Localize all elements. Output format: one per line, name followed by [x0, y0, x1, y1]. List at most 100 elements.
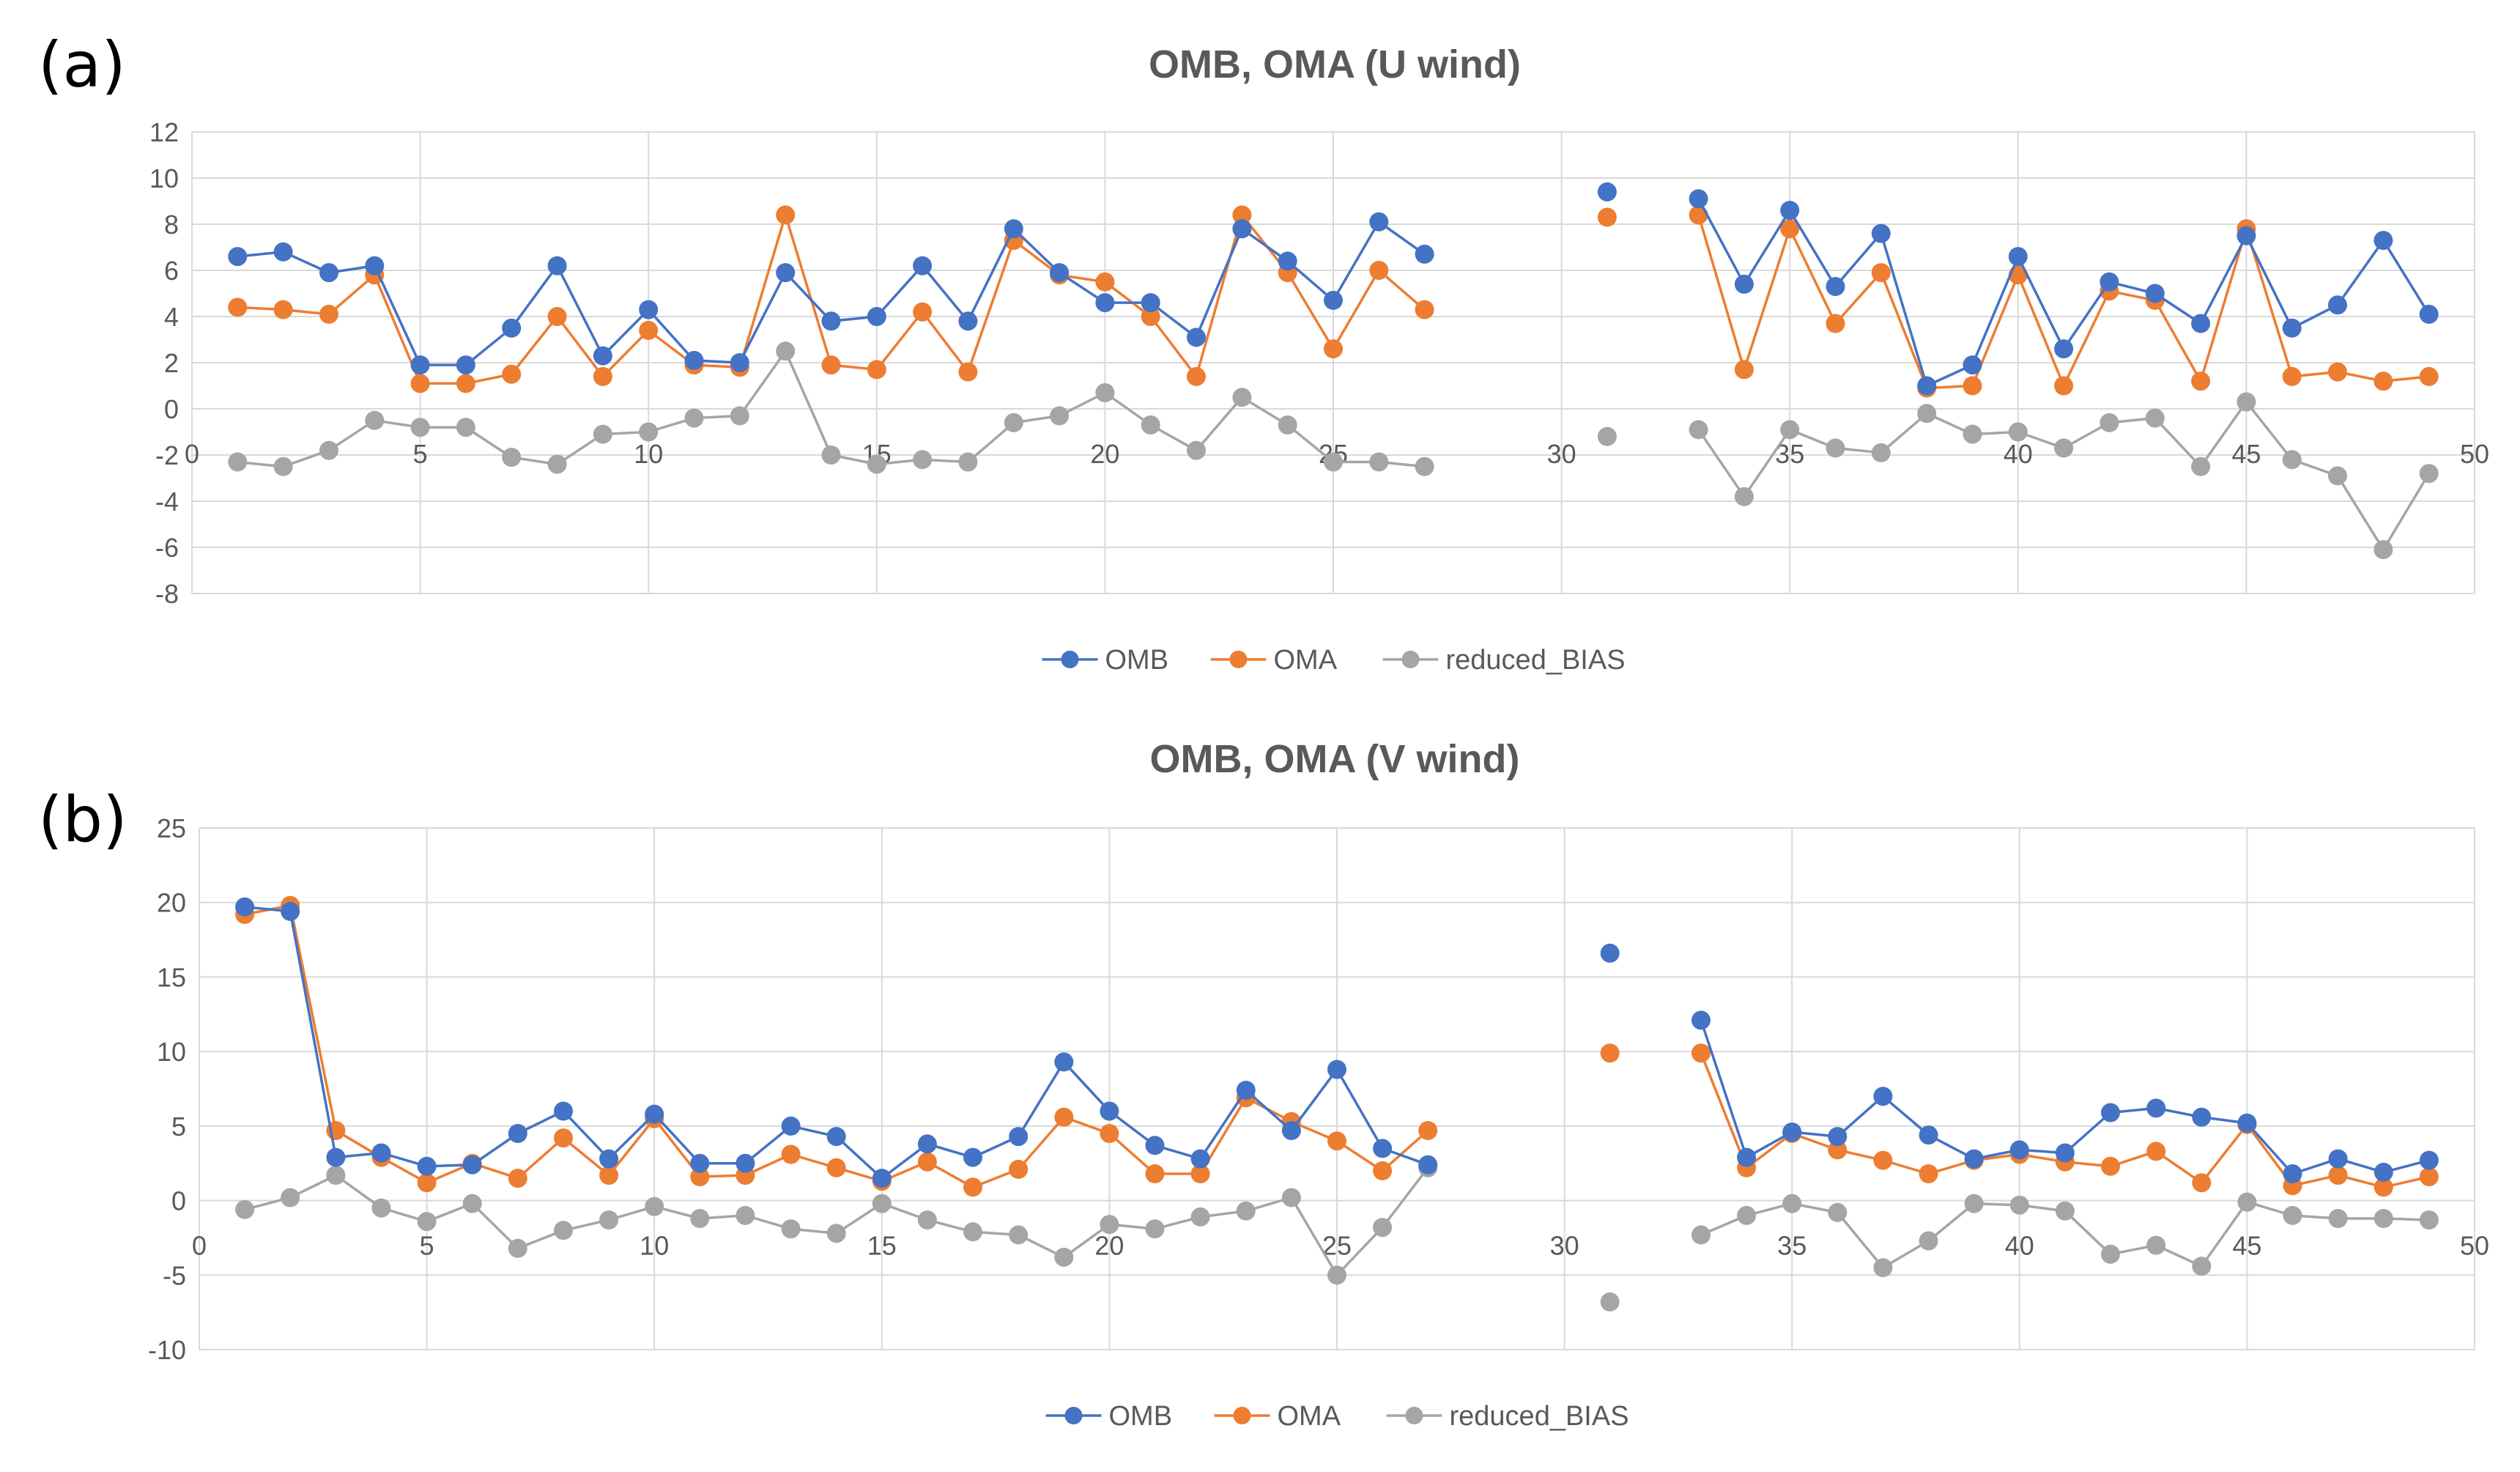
data-point-omb — [365, 256, 385, 275]
legend-marker — [1405, 1407, 1423, 1424]
data-point-oma — [781, 1144, 801, 1164]
data-point-reduced-bias — [1324, 452, 1343, 472]
data-point-oma — [410, 374, 430, 393]
data-point-oma — [2419, 366, 2439, 386]
x-tick-label: 0 — [185, 439, 199, 469]
data-point-reduced-bias — [319, 440, 338, 460]
data-point-reduced-bias — [462, 1194, 482, 1213]
data-point-reduced-bias — [2282, 450, 2302, 470]
legend-marker — [1229, 651, 1248, 668]
data-point-omb — [1190, 1149, 1210, 1169]
data-point-reduced-bias — [1828, 1202, 1848, 1222]
y-tick-labels: -8 -6 -4 -2 0 2 4 6 8 10 12 — [149, 117, 179, 609]
legend: OMB OMA reduced_BIAS — [1045, 1401, 1629, 1432]
data-point-reduced-bias — [690, 1209, 710, 1228]
legend-marker — [1061, 651, 1079, 668]
data-point-oma — [273, 300, 293, 319]
data-point-reduced-bias — [365, 410, 385, 430]
data-point-oma — [2101, 1156, 2120, 1176]
series-reduced-bias — [235, 1158, 2439, 1312]
data-point-reduced-bias — [2101, 1244, 2120, 1264]
data-point-oma — [913, 302, 933, 322]
legend: OMB OMA reduced_BIAS — [1042, 645, 1626, 676]
data-point-reduced-bias — [1281, 1188, 1301, 1207]
data-point-reduced-bias — [1873, 1258, 1893, 1278]
series-reduced-bias — [228, 341, 2439, 560]
data-point-reduced-bias — [1919, 1231, 1938, 1251]
data-point-omb — [417, 1156, 437, 1176]
data-point-reduced-bias — [2237, 1192, 2257, 1212]
data-point-omb — [1054, 1052, 1074, 1072]
data-point-omb — [1281, 1121, 1301, 1140]
data-point-omb — [735, 1153, 755, 1173]
data-point-reduced-bias — [235, 1199, 255, 1219]
legend-label: reduced_BIAS — [1450, 1401, 1629, 1432]
data-point-omb — [1236, 1081, 1256, 1100]
data-point-oma — [1369, 261, 1389, 280]
data-point-reduced-bias — [273, 456, 293, 476]
data-point-reduced-bias — [508, 1238, 527, 1258]
y-tick-labels: -10 -5 0 5 10 15 20 25 — [148, 813, 186, 1365]
x-tick-label: 5 — [413, 439, 428, 469]
data-point-reduced-bias — [1734, 487, 1754, 506]
data-point-reduced-bias — [2191, 456, 2211, 476]
data-point-reduced-bias — [1871, 443, 1891, 462]
data-point-oma — [958, 362, 978, 382]
data-point-omb — [281, 901, 300, 921]
data-point-omb — [1004, 219, 1023, 239]
data-point-reduced-bias — [2373, 1209, 2393, 1228]
data-point-omb — [963, 1147, 982, 1167]
data-point-reduced-bias — [1963, 424, 1982, 444]
data-point-oma — [2146, 1142, 2166, 1161]
data-point-reduced-bias — [821, 445, 841, 465]
y-tick-label: 2 — [164, 348, 179, 378]
data-point-omb — [371, 1143, 391, 1163]
data-point-omb — [2008, 247, 2028, 267]
data-point-oma — [1600, 1043, 1620, 1063]
data-point-omb — [1919, 1125, 1938, 1145]
data-point-omb — [1369, 212, 1389, 232]
data-point-omb — [554, 1101, 573, 1121]
y-tick-label: -4 — [155, 487, 179, 517]
panel-label-b: (b) — [38, 783, 127, 857]
x-tick-label: 10 — [634, 439, 663, 469]
data-point-omb — [2283, 1164, 2302, 1183]
data-point-omb — [547, 256, 567, 275]
data-point-reduced-bias — [963, 1222, 982, 1242]
chart-title-u-wind: OMB, OMA (U wind) — [1149, 42, 1521, 86]
x-tick-label: 50 — [2460, 1231, 2489, 1261]
data-point-omb — [1826, 277, 1845, 296]
x-tick-labels: 0 5 10 15 20 25 30 35 40 45 50 — [192, 1231, 2489, 1261]
y-tick-label: 10 — [157, 1037, 186, 1067]
y-tick-label: 10 — [149, 163, 179, 193]
y-tick-label: -5 — [163, 1260, 186, 1290]
data-point-reduced-bias — [2055, 1201, 2075, 1221]
data-point-reduced-bias — [2100, 413, 2119, 432]
y-tick-label: 15 — [157, 962, 186, 992]
data-point-omb — [2419, 1150, 2439, 1170]
data-point-oma — [1691, 1043, 1711, 1063]
data-point-oma — [502, 364, 522, 384]
data-point-reduced-bias — [730, 406, 749, 426]
data-point-reduced-bias — [2328, 1209, 2348, 1228]
data-point-oma — [417, 1173, 437, 1193]
data-point-omb — [1141, 293, 1160, 313]
data-point-omb — [326, 1147, 346, 1167]
data-point-omb — [2192, 1107, 2212, 1127]
data-point-oma — [1009, 1159, 1029, 1179]
x-tick-label: 40 — [2004, 439, 2033, 469]
y-tick-label: 12 — [149, 117, 179, 147]
panel-label-a: (a) — [38, 29, 126, 102]
data-point-oma — [547, 307, 567, 326]
data-point-oma — [1100, 1124, 1119, 1143]
data-point-reduced-bias — [2283, 1205, 2302, 1225]
data-point-oma — [1871, 263, 1891, 283]
data-point-reduced-bias — [1095, 383, 1115, 402]
data-point-oma — [2373, 371, 2393, 391]
legend-label: OMA — [1274, 645, 1338, 676]
data-point-omb — [1600, 943, 1620, 963]
data-point-reduced-bias — [1782, 1194, 1802, 1213]
data-point-reduced-bias — [1597, 426, 1617, 446]
data-point-omb — [1050, 263, 1070, 283]
data-point-reduced-bias — [2145, 408, 2165, 428]
